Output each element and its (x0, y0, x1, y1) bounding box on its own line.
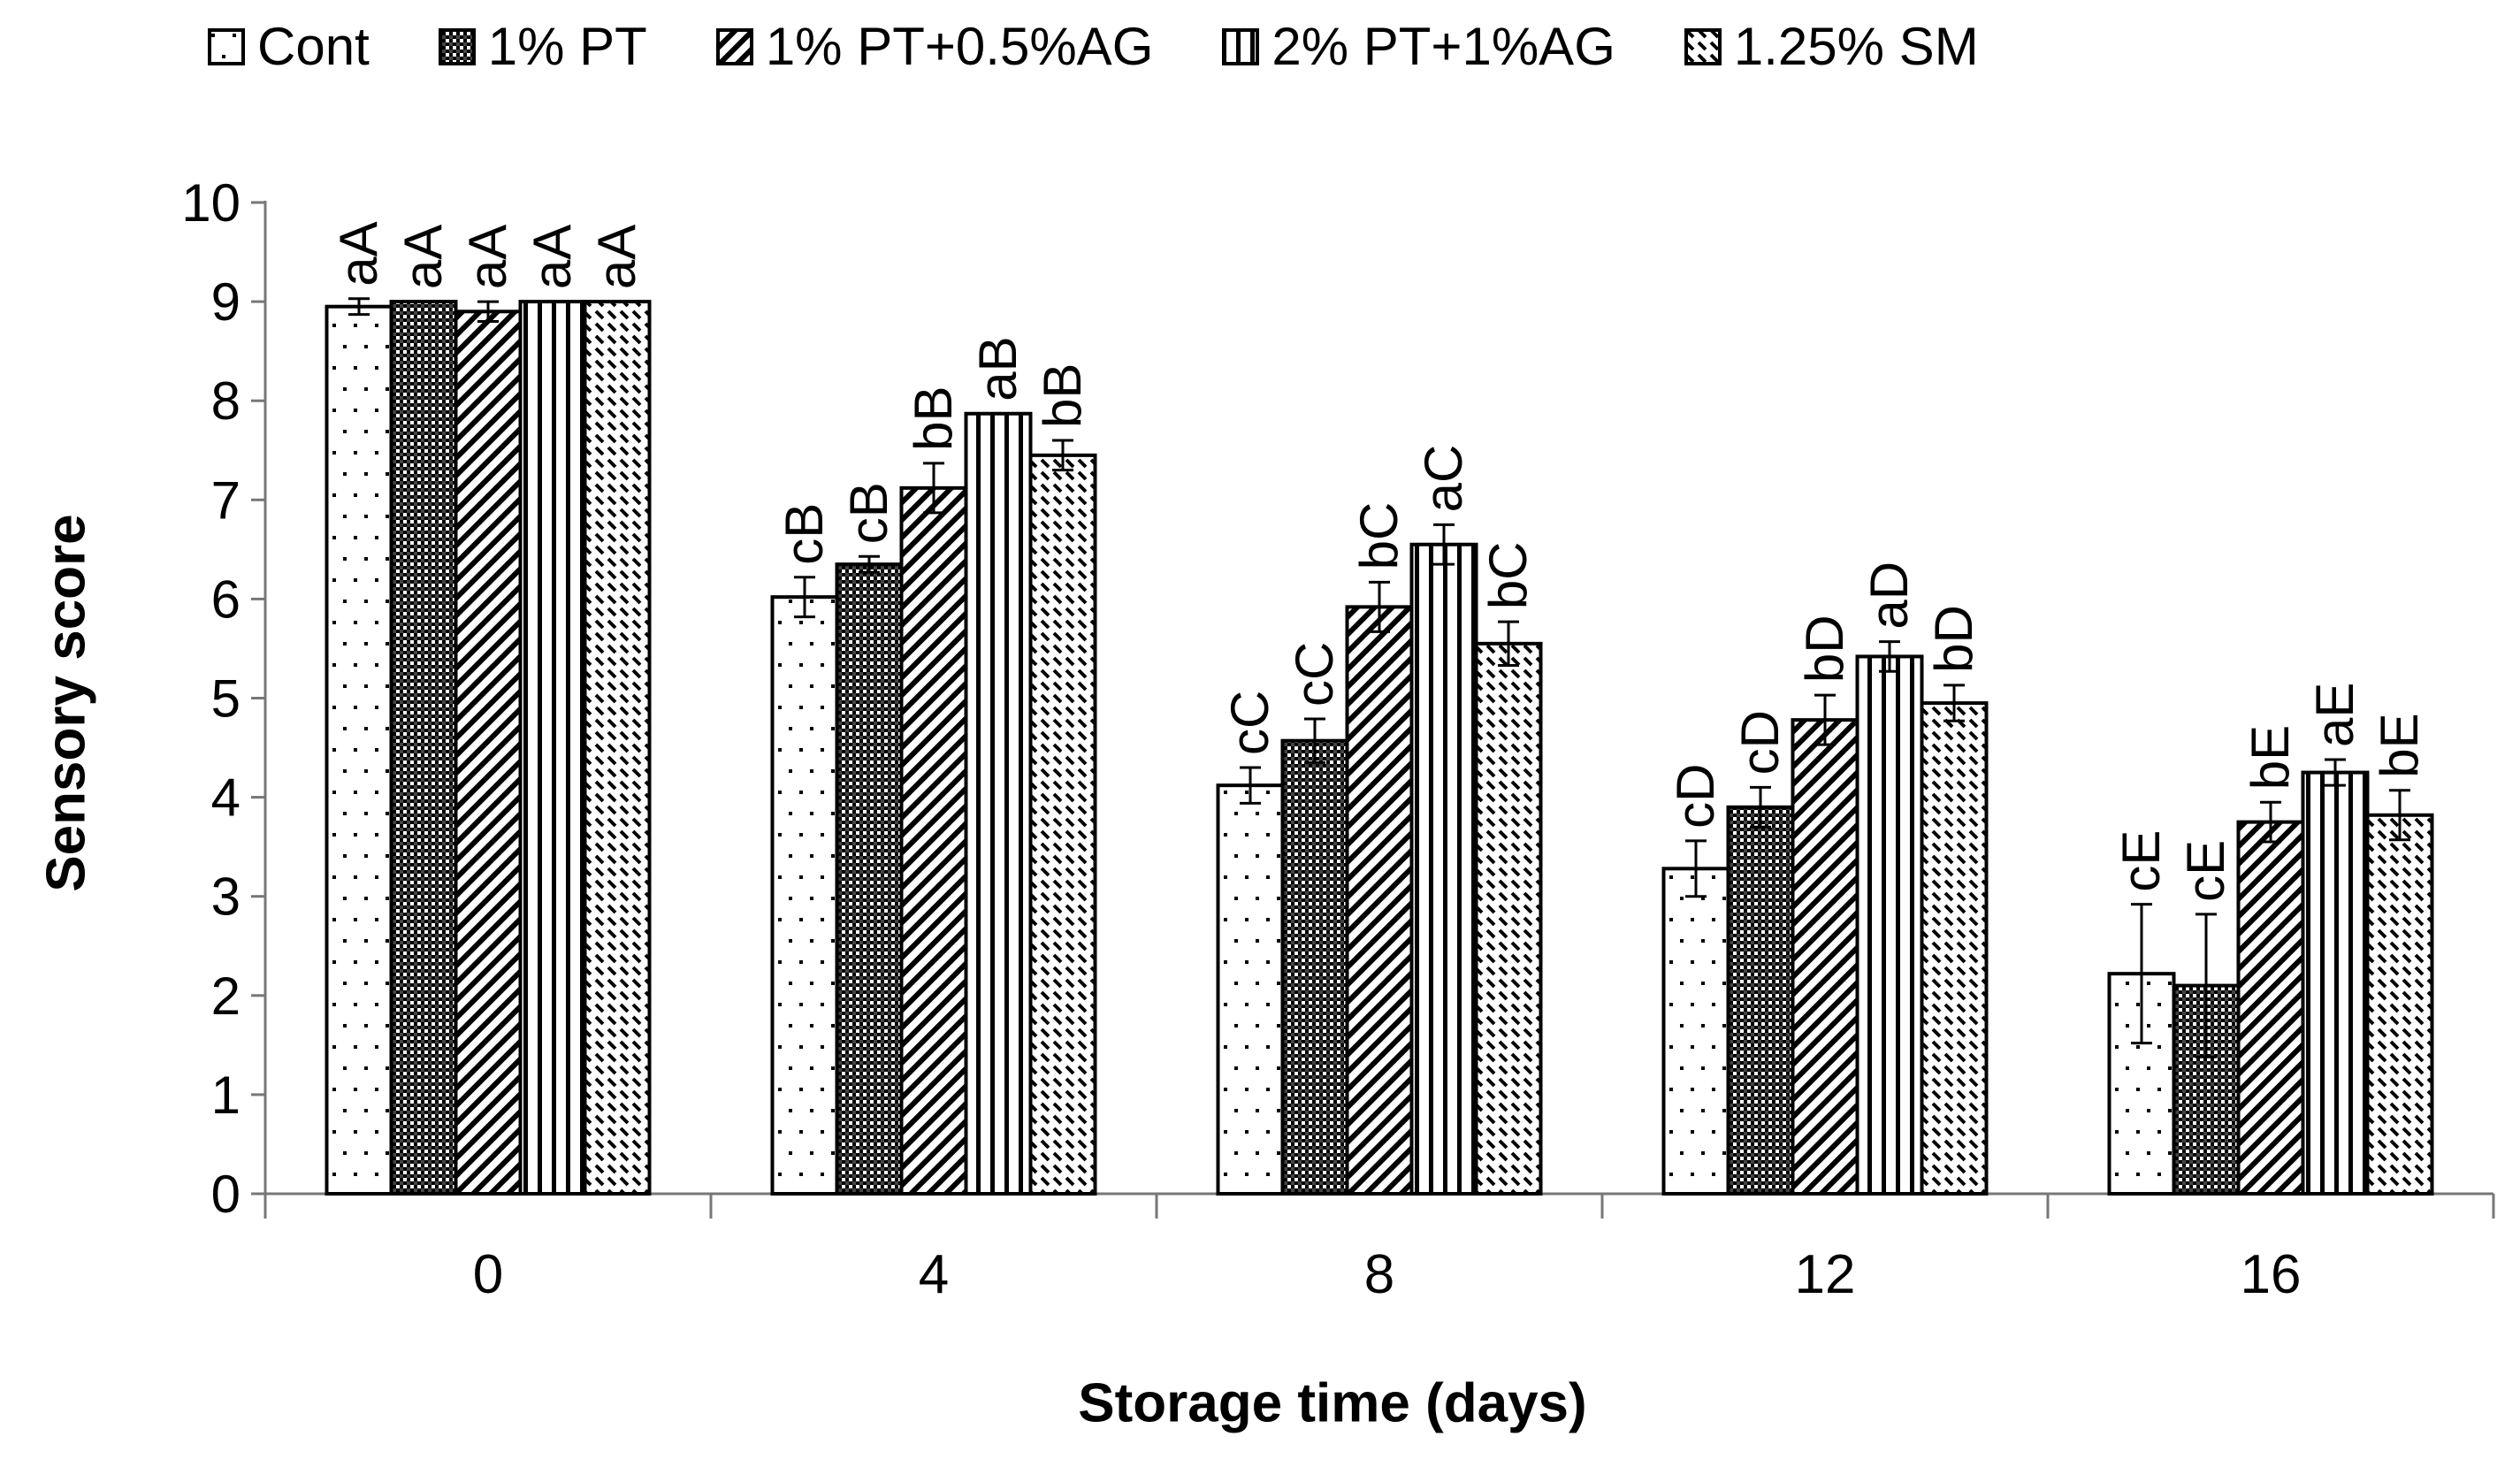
legend: Cont 1% PT 1% PT+0.5%AG 2% PT+1%AG 1.25%… (208, 16, 2048, 77)
legend-label-1pt: 1% PT (487, 17, 647, 76)
data-label: bC (1349, 502, 1409, 570)
data-label: bE (2370, 713, 2429, 777)
data-label: cD (1730, 710, 1790, 775)
y-tick-label: 8 (211, 371, 241, 431)
legend-swatch-2pt-1ag (1222, 27, 1260, 65)
bar (2365, 813, 2434, 1196)
bar (1409, 542, 1478, 1196)
data-label: cE (2111, 830, 2171, 892)
legend-label-125sm: 1.25% SM (1733, 17, 1979, 76)
data-label: aA (329, 221, 388, 286)
data-label: cB (839, 482, 898, 544)
bar (964, 411, 1033, 1196)
data-label: cE (2176, 840, 2235, 902)
legend-swatch-1pt-05ag (715, 27, 753, 65)
legend-swatch-cont (208, 27, 245, 65)
x-tick-label: 16 (2241, 1244, 2302, 1305)
bar (2301, 770, 2370, 1196)
bar (835, 562, 904, 1196)
legend-label-cont: Cont (257, 17, 370, 76)
y-tick-label: 10 (181, 173, 241, 233)
bar (1280, 738, 1349, 1196)
bar (1474, 641, 1543, 1196)
y-tick-label: 0 (211, 1165, 241, 1224)
data-label: bE (2241, 725, 2300, 790)
x-tick-label: 0 (473, 1244, 503, 1305)
legend-swatch-1pt (438, 27, 476, 65)
bar (899, 485, 968, 1196)
x-tick-label: 8 (1364, 1244, 1394, 1305)
data-label: cC (1285, 642, 1344, 707)
legend-item-cont: Cont (208, 16, 370, 77)
y-tick-label: 7 (211, 470, 241, 530)
legend-swatch-125sm (1684, 27, 1722, 65)
legend-label-2pt-1ag: 2% PT+1%AG (1271, 17, 1615, 76)
bar (518, 300, 587, 1196)
data-label: aA (458, 225, 517, 289)
bar (1920, 701, 1989, 1196)
bar (1028, 453, 1097, 1196)
x-tick-label: 12 (1795, 1244, 1856, 1305)
legend-item-2pt-1ag: 2% PT+1%AG (1222, 16, 1615, 77)
bar (1726, 805, 1795, 1196)
bar (1855, 654, 1924, 1196)
legend-item-1pt: 1% PT (438, 16, 647, 77)
data-label: cC (1220, 691, 1279, 755)
x-tick-label: 4 (919, 1244, 949, 1305)
bar (2236, 820, 2305, 1196)
data-label: aC (1414, 445, 1473, 513)
data-label: bB (904, 386, 963, 450)
bar (583, 300, 652, 1196)
y-tick-label: 6 (211, 569, 241, 629)
bar (1345, 605, 1414, 1196)
data-label: cB (775, 503, 834, 565)
y-tick-label: 2 (211, 967, 241, 1026)
bar (1791, 718, 1859, 1196)
legend-label-1pt-05ag: 1% PT+0.5%AG (765, 17, 1154, 76)
bar (389, 300, 458, 1196)
bar (454, 309, 523, 1196)
y-tick-label: 9 (211, 272, 241, 332)
legend-item-1pt-05ag: 1% PT+0.5%AG (715, 16, 1154, 77)
data-label: bD (1795, 615, 1854, 683)
data-label: aD (1859, 562, 1919, 630)
data-label: aA (523, 225, 582, 289)
y-tick-label: 4 (211, 768, 241, 828)
data-label: aA (393, 225, 453, 289)
bar (1216, 783, 1285, 1196)
y-tick-label: 3 (211, 867, 241, 927)
legend-item-125sm: 1.25% SM (1684, 16, 1979, 77)
y-axis-title: Sensory score (35, 514, 97, 892)
data-label: aB (968, 336, 1027, 401)
data-label: bC (1478, 541, 1538, 609)
y-tick-label: 5 (211, 669, 241, 729)
data-label: bD (1924, 605, 1983, 673)
bar (770, 595, 839, 1196)
data-label: aE (2305, 683, 2364, 747)
data-label: aA (587, 225, 646, 289)
x-axis-title: Storage time (days) (1078, 1372, 1587, 1434)
y-tick-label: 1 (211, 1066, 241, 1125)
data-label: bB (1033, 363, 1092, 428)
bar (325, 304, 393, 1196)
data-label: cD (1666, 764, 1725, 829)
bar (1661, 867, 1730, 1196)
